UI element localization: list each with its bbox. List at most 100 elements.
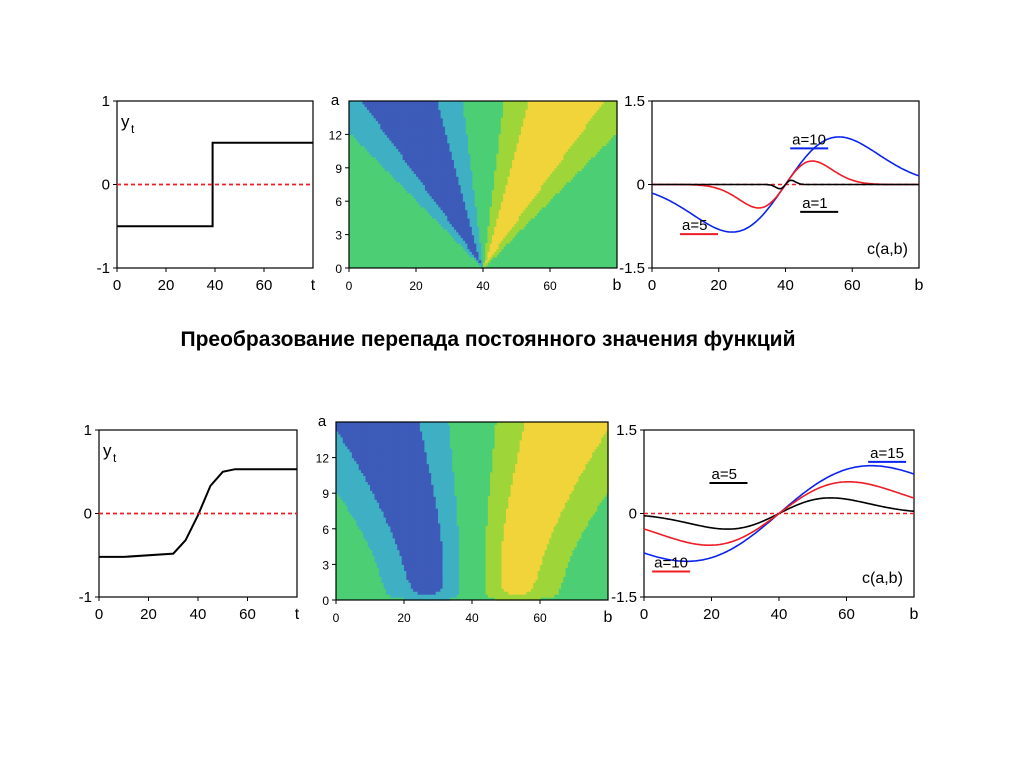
contour-cell xyxy=(431,594,435,598)
contour-cell xyxy=(447,145,451,149)
contour-cell xyxy=(382,114,386,119)
contour-cell xyxy=(540,552,543,557)
contour-cell xyxy=(529,198,533,202)
contour-cell xyxy=(518,190,522,194)
contour-cell xyxy=(460,142,464,147)
contour-cell xyxy=(451,212,455,216)
contour-cell xyxy=(442,103,446,108)
contour-cell xyxy=(507,145,511,149)
contour-cell xyxy=(386,126,390,130)
contour-cell xyxy=(380,101,384,105)
contour-cell xyxy=(556,131,560,135)
contour-cell xyxy=(427,142,430,147)
contour-cell xyxy=(453,201,457,205)
contour-cell xyxy=(381,558,385,563)
contour-cell xyxy=(465,139,468,144)
contour-cell xyxy=(569,549,573,554)
contour-cell xyxy=(487,259,491,264)
contour-cell xyxy=(449,162,453,166)
contour-cell xyxy=(389,145,393,149)
contour-cell xyxy=(442,178,446,183)
contour-cell xyxy=(402,162,406,166)
contour-cell xyxy=(512,597,516,601)
contour-cell xyxy=(489,234,493,238)
contour-cell xyxy=(536,142,540,147)
contour-cell xyxy=(416,170,419,174)
contour-cell xyxy=(406,579,410,583)
contour-cell xyxy=(524,549,527,554)
contour-cell xyxy=(478,256,482,261)
contour-cell xyxy=(509,134,513,138)
contour-cell xyxy=(456,192,460,197)
contour-cell xyxy=(544,573,548,577)
contour-cell xyxy=(547,145,551,149)
contour-cell xyxy=(438,215,442,219)
contour-cell xyxy=(552,173,556,177)
contour-cell xyxy=(523,165,527,169)
contour-cell xyxy=(460,139,464,144)
contour-cell xyxy=(469,190,473,194)
contour-cell xyxy=(537,576,541,580)
contour-cell xyxy=(400,131,404,135)
contour-cell xyxy=(417,567,421,571)
contour-cell xyxy=(424,567,428,571)
contour-cell xyxy=(500,137,504,141)
contour-cell xyxy=(514,123,518,127)
contour-cell xyxy=(500,173,504,177)
contour-cell xyxy=(501,555,505,560)
contour-cell xyxy=(353,101,357,105)
contour-cell xyxy=(453,203,457,208)
contour-cell xyxy=(460,159,464,163)
contour-cell xyxy=(587,148,591,152)
contour-cell xyxy=(494,573,498,577)
contour-cell xyxy=(458,187,462,191)
contour-cell xyxy=(533,561,537,565)
contour-cell xyxy=(499,564,503,568)
contour-cell xyxy=(395,167,399,172)
contour-cell xyxy=(410,555,414,560)
contour-cell xyxy=(404,123,408,127)
contour-cell xyxy=(499,594,503,598)
contour-cell xyxy=(498,170,502,174)
contour-cell xyxy=(420,139,424,144)
contour-cell xyxy=(462,206,466,211)
contour-cell xyxy=(445,215,448,219)
contour-cell xyxy=(397,582,401,586)
contour-cell xyxy=(552,126,556,130)
contour-cell xyxy=(494,591,498,595)
contour-cell xyxy=(391,131,395,135)
contour-cell xyxy=(515,549,518,554)
contour-cell xyxy=(527,131,531,135)
contour-cell xyxy=(420,128,424,133)
contour-cell xyxy=(551,561,555,565)
contour-cell xyxy=(574,112,578,116)
contour-cell xyxy=(399,576,403,580)
contour-cell xyxy=(523,201,527,205)
contour-cell xyxy=(552,148,556,152)
contour-cell xyxy=(458,178,462,183)
contour-cell xyxy=(530,576,534,580)
contour-cell xyxy=(438,120,442,124)
contour-cell xyxy=(456,142,460,147)
contour-cell xyxy=(428,564,432,568)
contour-cell xyxy=(400,139,404,144)
contour-cell xyxy=(409,170,413,174)
contour-cell xyxy=(485,251,489,255)
contour-cell xyxy=(366,106,370,110)
contour-cell xyxy=(537,597,541,601)
contour-cell xyxy=(398,117,401,122)
contour-cell xyxy=(456,162,460,166)
contour-cell xyxy=(543,181,547,186)
contour-cell xyxy=(449,588,453,592)
contour-cell xyxy=(462,178,466,183)
contour-cell xyxy=(551,591,555,595)
contour-cell xyxy=(525,126,529,130)
contour-cell xyxy=(453,217,457,222)
contour-cell xyxy=(523,153,527,158)
contour-cell xyxy=(496,585,500,589)
contour-cell xyxy=(508,552,512,557)
contour-cell xyxy=(520,201,524,205)
contour-cell xyxy=(503,195,506,200)
contour-cell xyxy=(527,101,531,105)
contour-cell xyxy=(516,173,520,177)
